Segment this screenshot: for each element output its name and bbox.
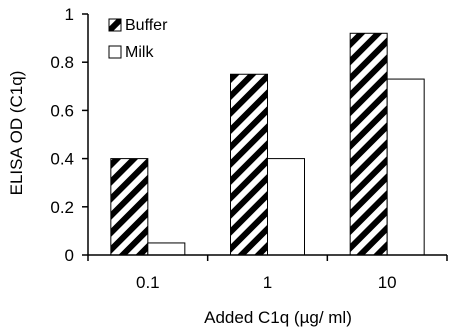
legend-label-milk: Milk bbox=[125, 44, 154, 61]
y-tick-label: 0.8 bbox=[50, 53, 74, 72]
legend-swatch-milk bbox=[108, 45, 122, 59]
x-tick-label: 10 bbox=[378, 273, 397, 292]
y-axis-ticks: 0 0.2 0.4 0.6 0.8 1 bbox=[50, 5, 88, 265]
legend: Buffer Milk bbox=[108, 17, 168, 61]
x-axis-ticks: 0.1 1 10 bbox=[87, 255, 448, 292]
x-tick-label: 0.1 bbox=[136, 273, 160, 292]
x-tick-label: 1 bbox=[263, 273, 272, 292]
y-tick-label: 1 bbox=[65, 5, 74, 24]
bar-milk-10 bbox=[386, 78, 425, 256]
legend-label-buffer: Buffer bbox=[125, 17, 168, 34]
y-tick-label: 0.6 bbox=[50, 101, 74, 120]
legend-swatch-buffer bbox=[108, 18, 122, 32]
y-axis-label: ELISA OD (C1q) bbox=[7, 71, 26, 196]
bars bbox=[110, 32, 425, 256]
y-tick-label: 0 bbox=[65, 246, 74, 265]
bar-buffer-10 bbox=[349, 32, 388, 256]
y-tick-label: 0.4 bbox=[50, 150, 74, 169]
bar-buffer-0.1 bbox=[110, 158, 149, 256]
bar-milk-0.1 bbox=[147, 242, 186, 256]
bar-buffer-1 bbox=[230, 73, 268, 256]
bar-milk-1 bbox=[267, 158, 305, 256]
x-axis-label: Added C1q (µg/ ml) bbox=[204, 308, 352, 327]
y-tick-label: 0.2 bbox=[50, 198, 74, 217]
